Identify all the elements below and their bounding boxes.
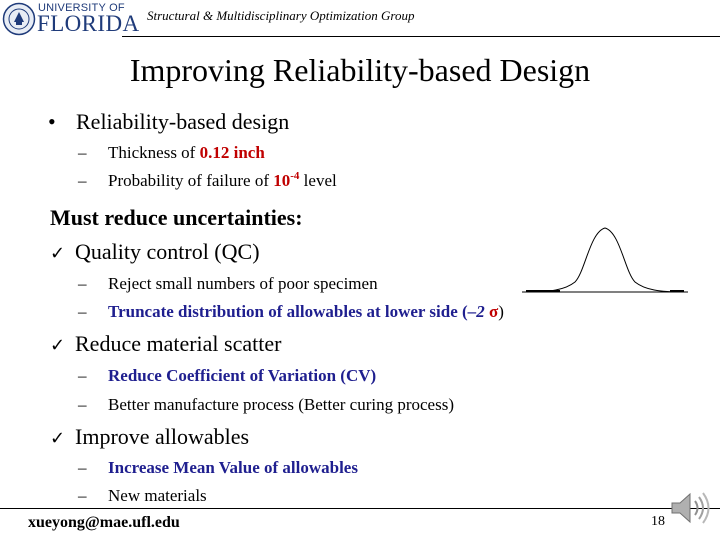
check-icon: ✓	[50, 243, 66, 264]
sub-item-reduce-cv: – Reduce Coefficient of Variation (CV)	[78, 366, 376, 386]
dash-marker: –	[78, 395, 87, 414]
check-icon: ✓	[50, 428, 66, 449]
group-name: Structural & Multidisciplinary Optimizat…	[147, 8, 415, 23]
probability-exponent: -4	[290, 170, 300, 182]
bullet-label: Reliability-based design	[76, 109, 290, 134]
logo-florida-text: FLORIDA	[37, 11, 140, 36]
sub-item-new-materials: – New materials	[78, 486, 207, 506]
page-number: 18	[651, 514, 665, 529]
dash-marker: –	[78, 458, 87, 477]
speaker-icon[interactable]	[668, 488, 714, 528]
uncertainty-heading: Must reduce uncertainties:	[50, 205, 303, 230]
sub-item-text: Truncate distribution of allowables at l…	[108, 302, 468, 321]
check-icon: ✓	[50, 335, 66, 356]
dash-marker: –	[78, 486, 87, 505]
logo-university-of-text: UNIVERSITY OF	[38, 2, 125, 14]
check-item-reduce-scatter: ✓ Reduce material scatter	[50, 331, 281, 357]
check-item-quality-control: ✓ Quality control (QC)	[50, 239, 260, 265]
dash-marker: –	[78, 366, 87, 385]
sub-item-text: Better manufacture process (Better curin…	[108, 395, 454, 414]
sub-item-text: New materials	[108, 486, 207, 505]
dash-marker: –	[78, 302, 87, 321]
sub-item-truncate: – Truncate distribution of allowables at …	[78, 302, 504, 322]
university-seal-icon	[2, 2, 36, 36]
slide-title: Improving Reliability-based Design	[129, 52, 591, 88]
sub-item-suffix: level	[299, 171, 337, 190]
sub-item-text: Probability of failure of	[108, 171, 274, 190]
footer-divider	[0, 508, 720, 509]
normal-distribution-curve-icon	[522, 227, 688, 293]
check-label: Improve allowables	[75, 424, 250, 449]
sub-item-increase-mean: – Increase Mean Value of allowables	[78, 458, 358, 478]
sub-item-probability: – Probability of failure of 10-4 level	[78, 171, 337, 191]
sub-item-text: Increase Mean Value of allowables	[108, 458, 358, 477]
sigma-symbol: σ	[488, 302, 499, 321]
thickness-value: 0.12 inch	[199, 143, 265, 162]
bullet-reliability-based-design: • Reliability-based design	[48, 109, 289, 135]
dash-marker: –	[78, 171, 87, 190]
check-label: Quality control (QC)	[75, 239, 260, 264]
sub-item-better-manufacture: – Better manufacture process (Better curi…	[78, 395, 454, 415]
header-divider	[122, 36, 720, 37]
check-label: Reduce material scatter	[75, 331, 282, 356]
check-item-improve-allowables: ✓ Improve allowables	[50, 424, 249, 450]
sub-item-text: Reduce Coefficient of Variation (CV)	[108, 366, 377, 385]
sub-item-reject: – Reject small numbers of poor specimen	[78, 274, 378, 294]
sub-item-text: Reject small numbers of poor specimen	[108, 274, 378, 293]
sub-item-thickness: – Thickness of 0.12 inch	[78, 143, 265, 163]
probability-base: 10	[273, 171, 291, 190]
sub-item-text: Thickness of	[108, 143, 200, 162]
sigma-multiplier: –2	[467, 302, 489, 321]
bullet-dot: •	[48, 109, 56, 134]
author-email[interactable]: xueyong@mae.ufl.edu	[28, 514, 180, 531]
dash-marker: –	[78, 143, 87, 162]
dash-marker: –	[78, 274, 87, 293]
close-paren: )	[498, 302, 504, 321]
university-logo: UNIVERSITY OF FLORIDA	[2, 2, 139, 36]
